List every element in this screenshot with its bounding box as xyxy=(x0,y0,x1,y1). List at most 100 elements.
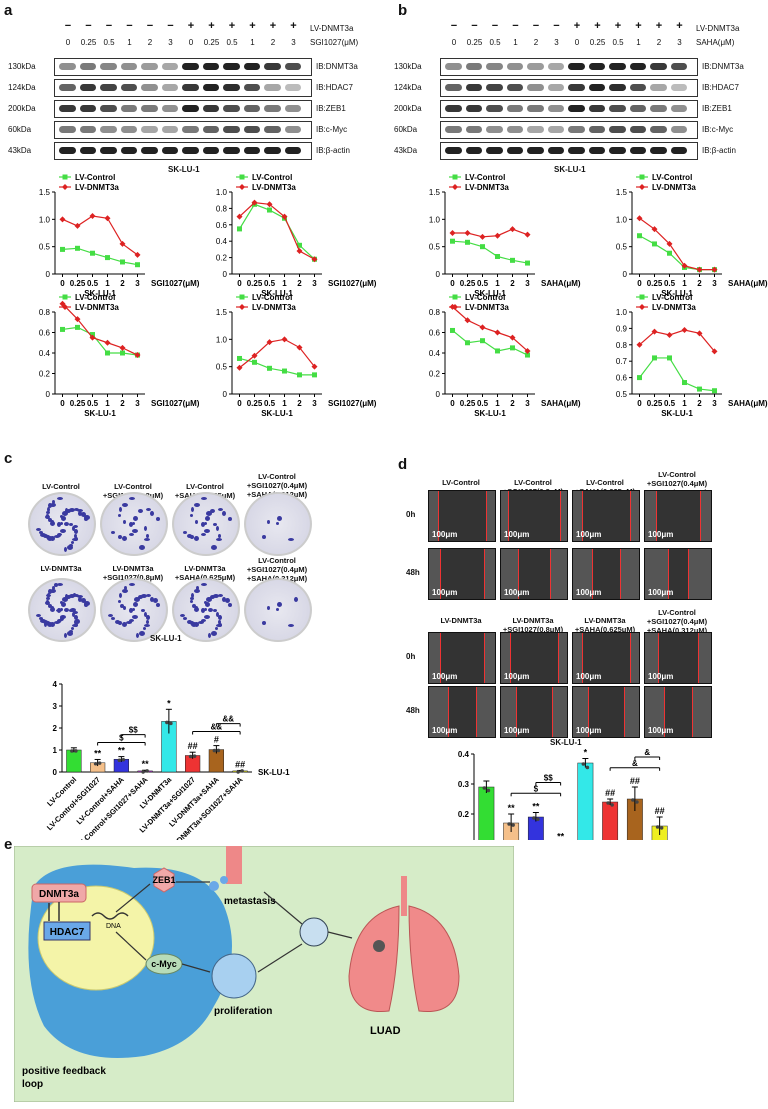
y-tick-label: 1.0 xyxy=(216,188,228,197)
x-tick-label: 2 xyxy=(120,279,125,288)
legend-label: LV-DNMT3a xyxy=(652,183,696,192)
blot-band xyxy=(670,126,687,133)
blot-band xyxy=(120,63,137,70)
blot-band xyxy=(284,63,301,70)
right-lung-icon xyxy=(408,905,460,1013)
blot-row xyxy=(54,100,312,118)
wound-image: 100μm xyxy=(428,548,496,600)
significance-mark: * xyxy=(167,698,171,708)
x-tick-label: 2 xyxy=(510,279,515,288)
blot-band xyxy=(141,105,158,112)
y-tick-label: 0.2 xyxy=(39,370,51,379)
blot-band xyxy=(202,105,219,112)
data-point xyxy=(464,317,471,324)
blot-band xyxy=(223,147,240,154)
dna-icon xyxy=(91,912,129,920)
y-tick-label: 1.0 xyxy=(39,215,51,224)
x-tick-label: 3 xyxy=(712,399,717,408)
data-point xyxy=(681,262,688,269)
line-chart: 00.51.01.500.250.5123SK-LU-1SAHA(μM)Rela… xyxy=(429,173,581,298)
x-tick-label: 0.25 xyxy=(70,399,86,408)
panel-label-b: b xyxy=(398,2,408,19)
data-point xyxy=(636,215,643,222)
cmyc-label: c-Myc xyxy=(151,959,177,969)
x-tick-label: 0.5 xyxy=(664,279,676,288)
lung-tumor-icon xyxy=(373,940,385,952)
y-tick-label: 0.6 xyxy=(216,221,228,230)
series-line xyxy=(452,240,528,264)
x-tick-label: 0.5 xyxy=(87,399,99,408)
treatment-sign: − xyxy=(85,20,92,32)
y-tick-label: 0 xyxy=(436,390,441,399)
blot-band xyxy=(264,126,281,133)
dna-label: DNA xyxy=(106,923,121,930)
hdac7-label: HDAC7 xyxy=(50,927,85,938)
data-point xyxy=(252,359,257,365)
legend-label: LV-DNMT3a xyxy=(252,303,296,312)
line-chart: 00.51.01.500.250.5123SK-LU-1SGI1027(μM)R… xyxy=(39,173,200,298)
y-tick-label: 1.5 xyxy=(616,188,628,197)
blot-band xyxy=(284,147,301,154)
blot-band xyxy=(588,63,605,70)
blot-band xyxy=(59,126,76,133)
treatment-sign: − xyxy=(512,20,519,32)
data-point xyxy=(524,231,531,238)
blot-band xyxy=(161,84,178,91)
blot-band xyxy=(568,84,585,91)
bar-chart: 0.00.10.20.30.4Wound healing rate(% 0h)L… xyxy=(458,748,668,840)
x-tick-label: 0.25 xyxy=(647,399,663,408)
blot-band xyxy=(609,105,626,112)
x-axis-label: SK-LU-1 xyxy=(84,409,116,418)
kda-label: 200kDa xyxy=(8,104,36,113)
data-point xyxy=(636,341,643,348)
blot-band xyxy=(79,84,96,91)
zeb1-label: ZEB1 xyxy=(152,875,175,885)
blot-band xyxy=(527,84,544,91)
arrow-to-cmyc xyxy=(115,931,147,961)
legend-label: LV-DNMT3a xyxy=(75,183,119,192)
wound-image: 100μm xyxy=(644,490,712,542)
treatment-sign: − xyxy=(532,20,540,32)
series-line xyxy=(62,303,138,356)
blot-band xyxy=(445,147,462,154)
blot-row xyxy=(440,100,698,118)
dose-label: 1 xyxy=(513,38,518,47)
y-tick-label: 0.7 xyxy=(616,357,628,366)
blot-band xyxy=(445,105,462,112)
panel-label-e: e xyxy=(4,836,13,853)
y-tick-label: 0.4 xyxy=(216,237,228,246)
blot-band xyxy=(264,63,281,70)
x-tick-label: 0.5 xyxy=(264,279,276,288)
legend-label: LV-DNMT3a xyxy=(252,183,296,192)
zeb1-shape xyxy=(153,867,175,893)
data-point xyxy=(494,329,501,336)
blot-band xyxy=(650,147,667,154)
blot-band xyxy=(527,105,544,112)
data-point xyxy=(75,324,80,330)
blot-band xyxy=(670,105,687,112)
y-tick-label: 0.2 xyxy=(458,810,470,819)
x-tick-label: 2 xyxy=(697,279,702,288)
blot-band xyxy=(506,63,523,70)
blot-band xyxy=(547,63,564,70)
colony-plate xyxy=(100,492,168,556)
kda-label: 60kDa xyxy=(8,125,32,134)
blot-cell-line: SK-LU-1 xyxy=(554,165,586,174)
y-tick-label: 1.0 xyxy=(216,335,228,344)
treatment-sign: − xyxy=(450,20,458,32)
treatment-sign: + xyxy=(249,20,256,32)
y-tick-label: 0 xyxy=(223,390,228,399)
colony-plate xyxy=(244,578,312,642)
significance-mark: ## xyxy=(605,788,615,798)
blot-band xyxy=(264,147,281,154)
loop-label-1: positive feedback xyxy=(22,1066,106,1077)
x-tick-label: 3 xyxy=(135,399,140,408)
x-tick-label: 2 xyxy=(297,279,302,288)
legend-marker xyxy=(639,174,645,180)
bracket-label: $$ xyxy=(129,726,138,735)
blot-band xyxy=(79,105,96,112)
colony-plate xyxy=(172,492,240,556)
y-tick-label: 0.5 xyxy=(216,363,228,372)
line-chart: 00.20.40.60.800.250.5123SK-LU-1SAHA(μM)R… xyxy=(429,293,581,418)
data-point xyxy=(525,352,530,358)
